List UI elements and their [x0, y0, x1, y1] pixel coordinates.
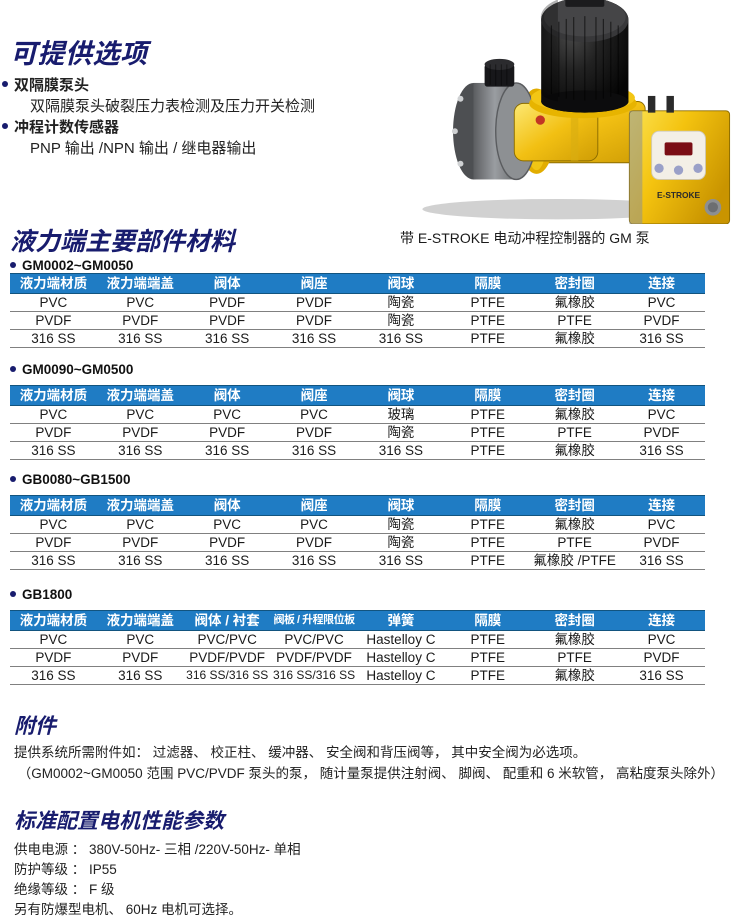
- svg-text:E-STROKE: E-STROKE: [657, 190, 701, 200]
